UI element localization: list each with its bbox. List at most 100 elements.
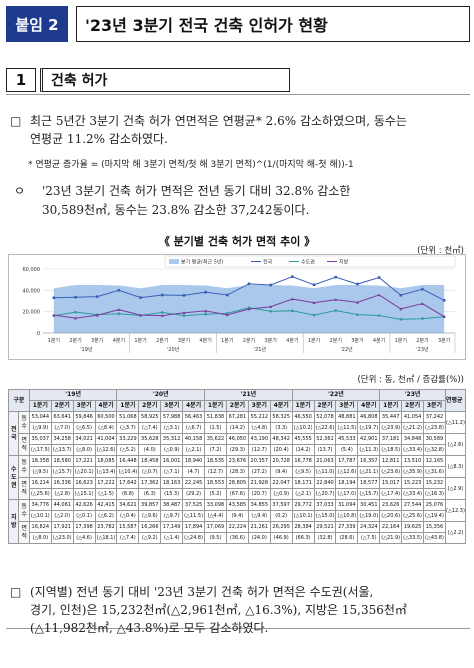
table-cell: (△23.6): [379, 466, 403, 478]
table-cell: 30,451: [357, 499, 381, 511]
legend-label: 수도권: [301, 259, 315, 266]
data-point: [290, 297, 294, 301]
section-number: 1: [6, 68, 36, 92]
rate-cell: (△2.6): [444, 433, 467, 456]
table-cell: 23,782: [94, 521, 118, 533]
table-cell: 18,358: [28, 455, 52, 467]
table-cell: 17,221: [72, 455, 96, 467]
table-cell: (△2.0): [50, 510, 74, 522]
year-header: '19년: [28, 389, 118, 401]
x-tick-label: 2분기: [330, 337, 342, 344]
table-cell: 35,622: [204, 433, 227, 445]
table-cell: 26,295: [269, 521, 293, 533]
quarter-header: 3분기: [160, 400, 184, 412]
table-cell: 34,258: [50, 433, 74, 445]
section-title: 건축 허가: [40, 68, 290, 92]
table-cell: (△7.0): [50, 422, 74, 434]
table-cell: (△6.7): [182, 422, 206, 434]
legend-label: 지방: [339, 259, 349, 266]
quarter-header: 3분기: [423, 400, 446, 412]
table-cell: 18,458: [138, 455, 162, 467]
table-cell: 21,063: [313, 455, 337, 467]
table-cell: (△43.8): [423, 532, 446, 544]
metric-label: 면적: [18, 521, 30, 544]
y-tick-label: 40,000: [23, 288, 41, 294]
data-point: [421, 317, 424, 320]
table-cell: 25,076: [423, 499, 446, 511]
table-cell: 57,988: [160, 411, 184, 423]
rate-cell: (△12.3): [444, 499, 467, 522]
table-cell: (△0.7): [138, 466, 162, 478]
x-tick-label: 2분기: [69, 337, 81, 344]
table-cell: (△12.6): [94, 444, 118, 456]
table-cell: (△8.4): [94, 422, 118, 434]
table-cell: 56,463: [182, 411, 206, 423]
table-cell: (△4.4): [204, 510, 227, 522]
data-point: [226, 311, 229, 315]
table-cell: (△33.5): [401, 532, 425, 544]
table-cell: 51,838: [204, 411, 227, 423]
table-cell: 15,017: [379, 477, 403, 489]
quarter-header: 3분기: [247, 400, 271, 412]
x-tick-label: 2분기: [156, 337, 168, 344]
table-cell: 17,069: [204, 521, 227, 533]
x-tick-label: 3분기: [178, 337, 190, 344]
table-cell: 33,229: [116, 433, 140, 445]
table-cell: 37,597: [269, 499, 293, 511]
rate-cell: (△2.9): [444, 477, 467, 500]
data-point: [160, 293, 164, 297]
x-tick-label: 4분기: [113, 337, 125, 344]
table-cell: (9.4): [269, 466, 293, 478]
table-cell: 29,521: [313, 521, 337, 533]
table-cell: 43,585: [225, 499, 249, 511]
table-cell: (△1.4): [160, 532, 184, 544]
table-cell: (△3.1): [160, 422, 184, 434]
year-label: '23년: [416, 346, 429, 353]
table-cell: (△20.6): [379, 510, 403, 522]
region-label: 수도권: [7, 455, 20, 500]
region-label: 전국: [7, 411, 20, 456]
table-cell: (△19.7): [357, 422, 381, 434]
table-cell: (△25.6): [28, 488, 52, 500]
data-point: [95, 313, 99, 317]
table-cell: 24,324: [357, 521, 381, 533]
table-row: 수도권 동수 18,358 18,580 17,221 18,085 16,448 18,45…: [7, 455, 467, 500]
data-point: [421, 287, 424, 291]
table-cell: (△9.6): [138, 510, 162, 522]
legend-box: [164, 255, 456, 268]
table-cell: 41,054: [401, 411, 425, 423]
table-cell: (46.9): [269, 532, 293, 544]
table-cell: (△15.0): [313, 510, 337, 522]
table-cell: 22,164: [379, 521, 403, 533]
table-cell: 17,222: [94, 477, 118, 489]
table-cell: 23,676: [225, 455, 249, 467]
page-title: '23년 3분기 전국 건축 인허가 현황: [76, 6, 470, 42]
table-cell: (△0.1): [72, 510, 96, 522]
data-point: [139, 296, 142, 299]
quarter-header: 1분기: [28, 400, 52, 412]
table-cell: 37,181: [379, 433, 403, 445]
table-cell: 34,848: [401, 433, 425, 445]
table-cell: 13,510: [401, 455, 425, 467]
table-cell: (△4.8): [247, 422, 271, 434]
table-row: 전국 동수 53,044 63,641 59,846 60,500 51,068 58,925…: [7, 411, 467, 456]
appendix-tag: 붙임 2: [6, 6, 68, 42]
metric-label: 면적: [18, 433, 30, 456]
table-cell: 15,587: [116, 521, 140, 533]
table-cell: 18,580: [50, 455, 74, 467]
table-cell: 15,356: [423, 521, 446, 533]
table-cell: 37,033: [313, 499, 337, 511]
table-cell: (△10.8): [335, 510, 359, 522]
table-cell: 43,190: [247, 433, 271, 445]
para2-line1: '23년 3분기 건축 허가 면적은 전년 동기 대비 32.8% 감소한: [42, 184, 351, 198]
table-cell: (△17.5): [28, 444, 52, 456]
table-cell: (5.4): [335, 444, 359, 456]
table-cell: 48,342: [269, 433, 293, 445]
data-point: [204, 309, 208, 313]
rate-cell: (△2.2): [444, 521, 467, 544]
table-cell: 53,044: [28, 411, 52, 423]
table-cell: 15,232: [423, 477, 446, 489]
table-cell: (△5.2): [116, 444, 140, 456]
table-row: 면적 35,037 34,258 34,021 41,004 33,229 35,628 35…: [9, 433, 467, 456]
table-cell: (△33.4): [401, 444, 425, 456]
